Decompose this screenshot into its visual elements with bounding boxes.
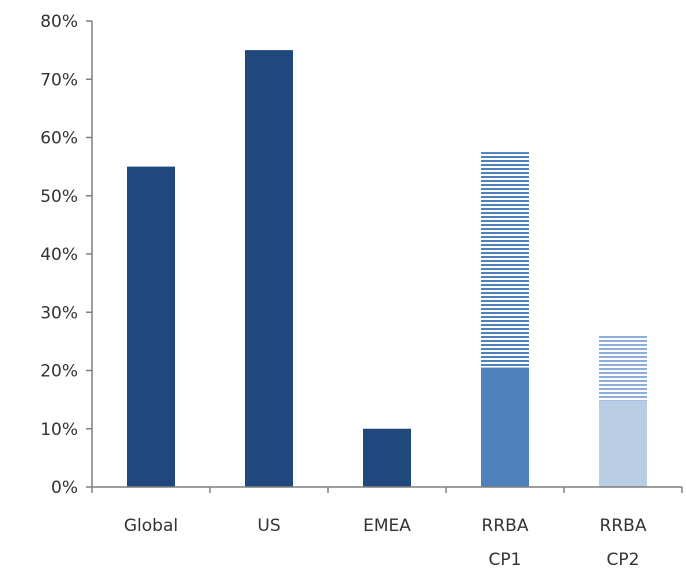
bar bbox=[599, 400, 647, 487]
bar bbox=[127, 166, 175, 487]
bars bbox=[127, 50, 647, 487]
x-axis: Global US EMEA RRBA CP1 RRBA CP2 bbox=[91, 486, 683, 570]
y-tick-label: 50% bbox=[40, 187, 78, 207]
x-category-label: Global bbox=[124, 516, 178, 536]
bar bbox=[481, 367, 529, 487]
y-tick-label: 0% bbox=[51, 478, 78, 498]
x-category-label: US bbox=[257, 516, 280, 536]
bar-hatched-segment bbox=[599, 335, 647, 401]
bar bbox=[363, 428, 411, 487]
y-tick-label: 40% bbox=[40, 245, 78, 265]
x-category-label: CP1 bbox=[489, 550, 522, 570]
x-category-label: RRBA bbox=[600, 516, 647, 536]
y-tick-label: 20% bbox=[40, 362, 78, 382]
y-tick-label: 60% bbox=[40, 129, 78, 149]
bar-hatched-segment bbox=[481, 152, 529, 368]
y-axis: 0% 10% 20% 30% 40% 50% 60% 70% 80% bbox=[40, 12, 93, 498]
x-category-label: EMEA bbox=[363, 516, 411, 536]
x-category-label: CP2 bbox=[607, 550, 640, 570]
y-tick-label: 70% bbox=[40, 70, 78, 90]
x-category-label: RRBA bbox=[482, 516, 529, 536]
y-tick-label: 10% bbox=[40, 420, 78, 440]
y-tick-label: 80% bbox=[40, 12, 78, 32]
bar bbox=[245, 50, 293, 487]
y-tick-label: 30% bbox=[40, 303, 78, 323]
